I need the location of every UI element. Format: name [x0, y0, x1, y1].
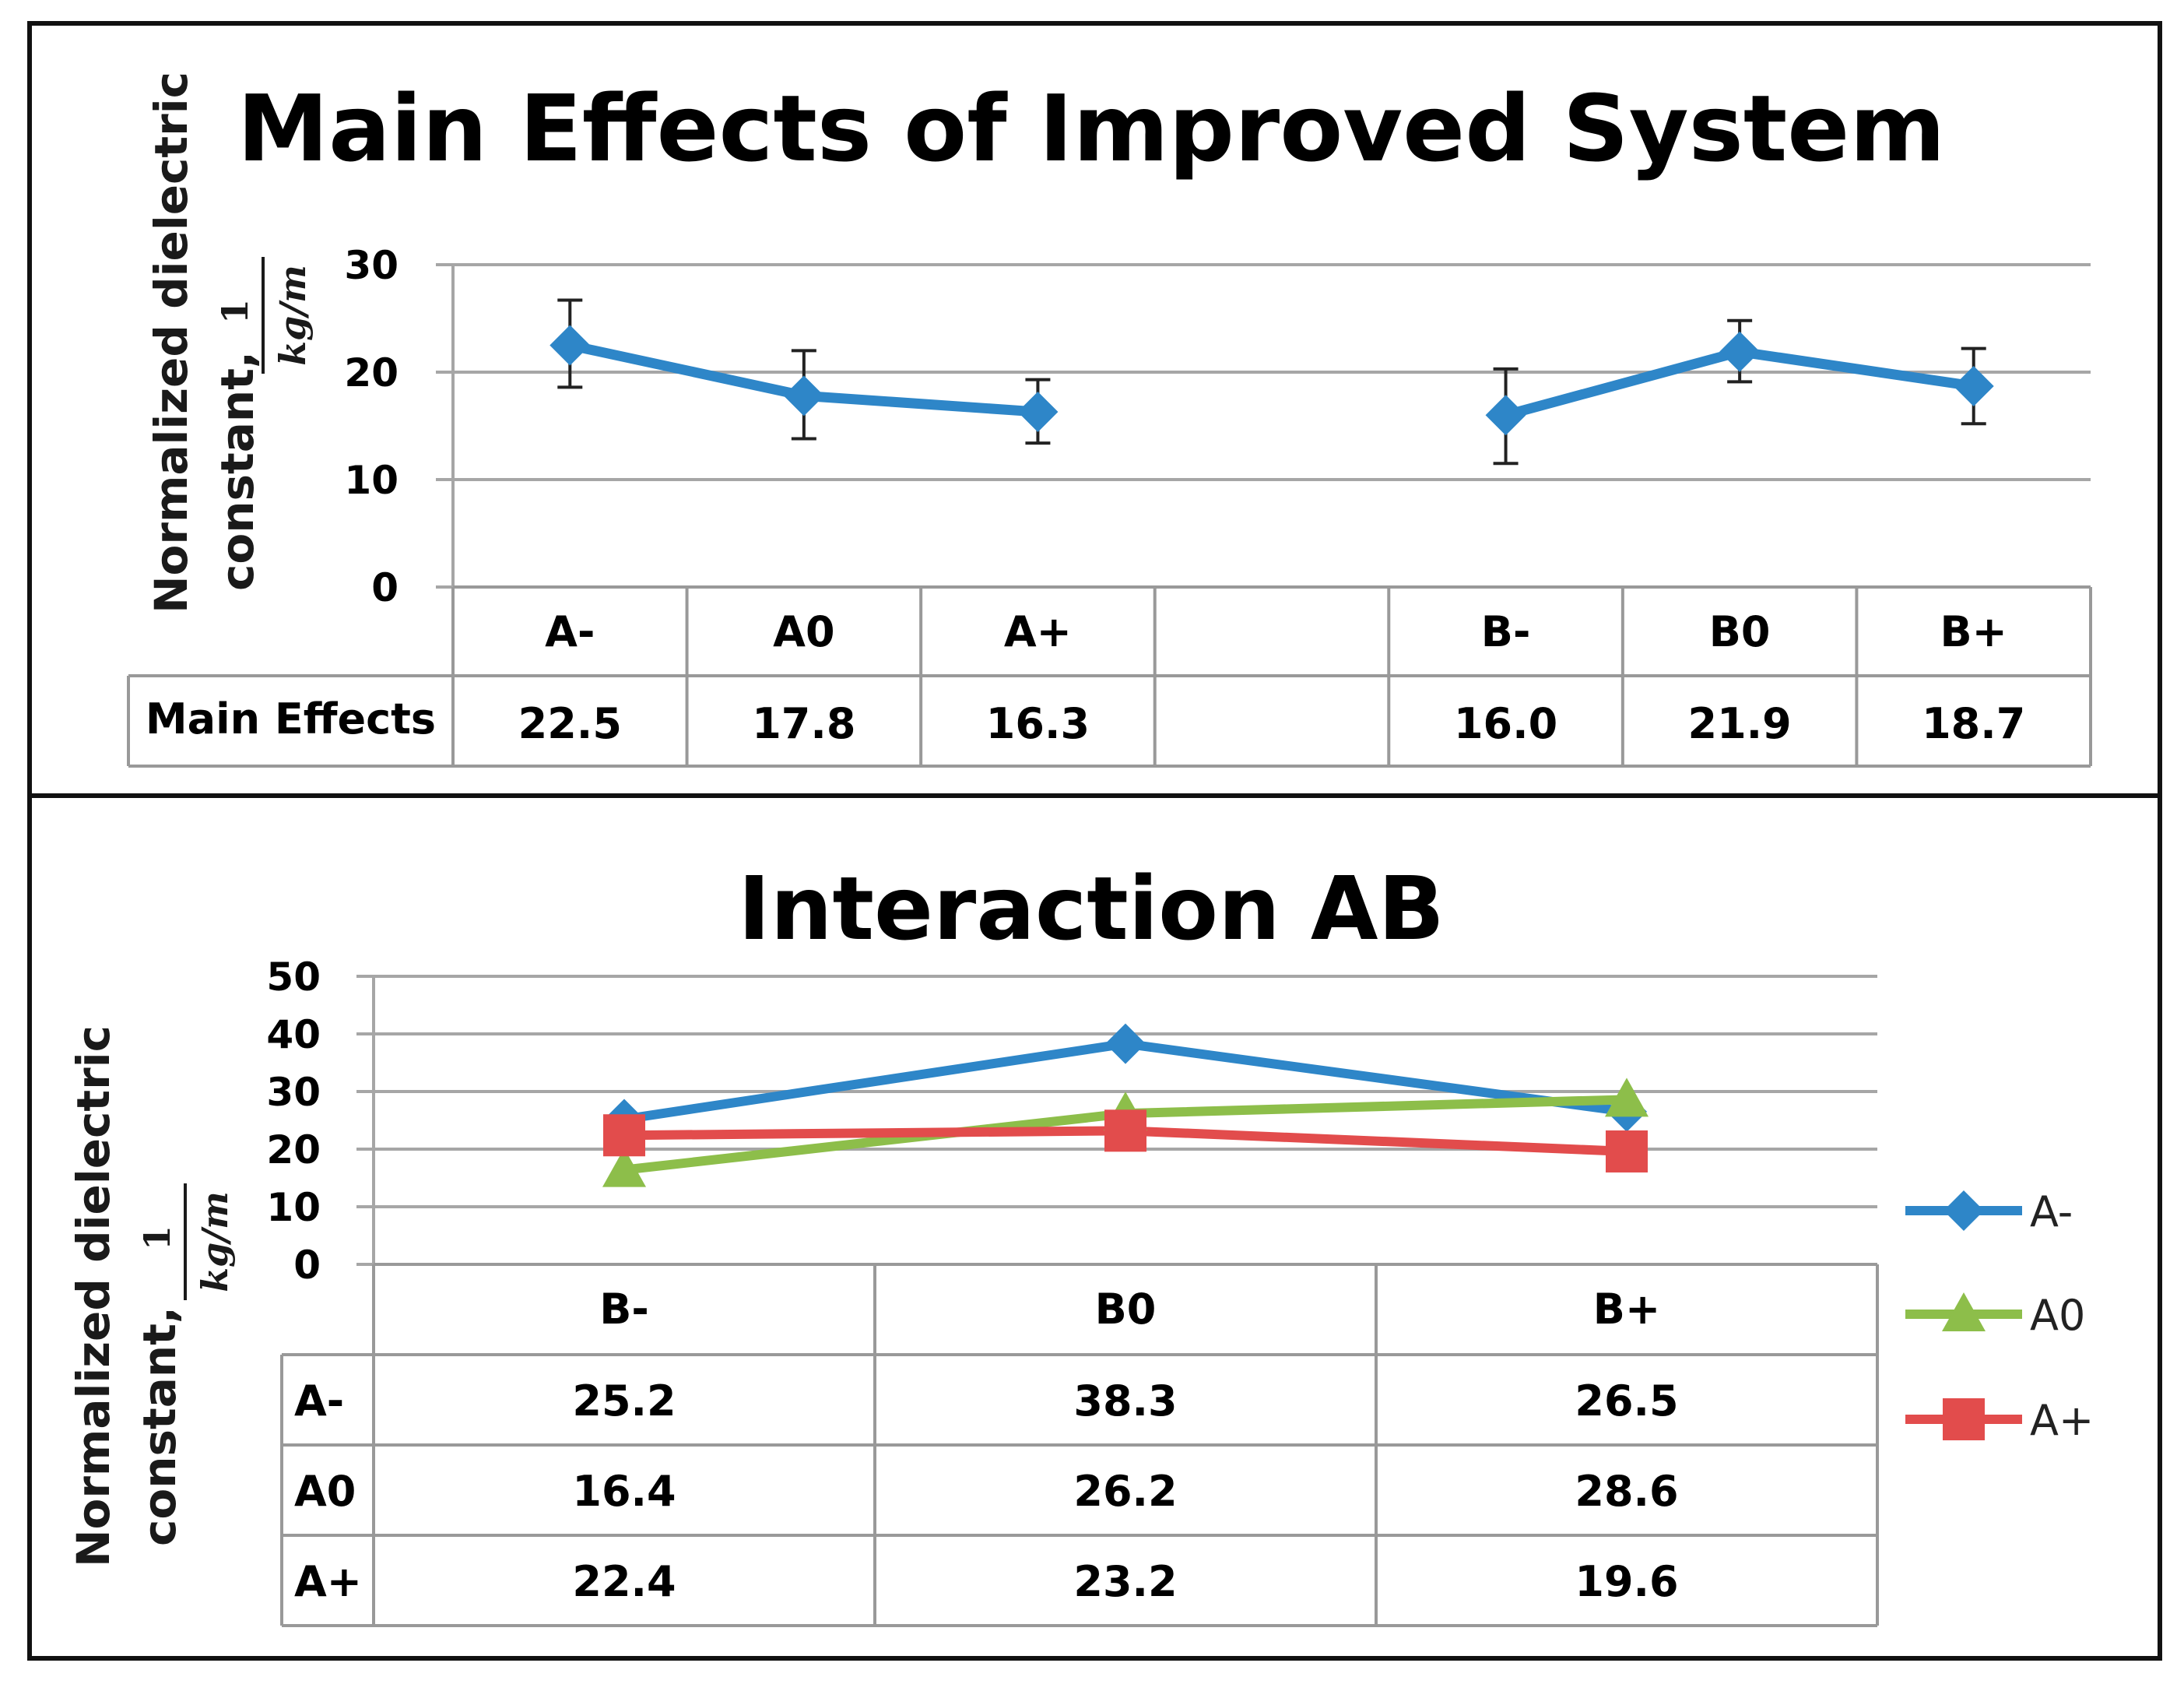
legend-marker	[1942, 1292, 1986, 1331]
data-point	[1953, 365, 1994, 406]
y-label-line1: Normalized dielectric	[145, 72, 198, 613]
y-tick-label: 30	[266, 1070, 321, 1115]
data-label: 28.6	[1575, 1467, 1678, 1516]
data-point	[1017, 392, 1059, 433]
data-label: 21.9	[1688, 699, 1792, 748]
y-tick-label: 10	[266, 1185, 321, 1230]
data-label: 19.6	[1575, 1557, 1678, 1606]
row-label: A-	[294, 1376, 344, 1426]
data-label: 17.8	[752, 699, 855, 748]
interaction-title: Interaction AB	[738, 859, 1445, 960]
data-point	[1485, 395, 1526, 436]
y-label-line2: constant,	[211, 351, 264, 591]
category-label: B-	[599, 1285, 649, 1334]
legend-label: A+	[2030, 1396, 2094, 1445]
y-tick-label: 50	[266, 955, 321, 1000]
data-label: 26.5	[1575, 1376, 1678, 1426]
y-tick-label: 0	[293, 1243, 321, 1288]
y-tick-label: 30	[344, 243, 399, 288]
y-label-line2: constant,	[133, 1306, 186, 1546]
data-label: 16.4	[572, 1467, 676, 1516]
data-point	[550, 325, 591, 366]
y-unit-denominator: kg/m	[272, 265, 314, 366]
main-effects-y-label: Normalized dielectric constant, 1 kg/m	[145, 72, 314, 613]
y-label-line1: Normalized dielectric	[67, 1025, 120, 1567]
main-effects-gridlines	[436, 263, 2091, 589]
y-unit-numerator: 1	[214, 299, 256, 324]
category-label: B+	[1593, 1285, 1660, 1334]
main-effects-series	[550, 298, 1994, 466]
y-tick-label: 10	[344, 458, 399, 503]
legend-label: A0	[2030, 1291, 2085, 1340]
data-point	[1104, 1109, 1146, 1152]
y-tick-label: 40	[266, 1012, 321, 1057]
data-label: 25.2	[572, 1376, 676, 1426]
data-point	[783, 375, 824, 417]
data-point	[1719, 331, 1761, 372]
y-unit-numerator: 1	[136, 1225, 178, 1250]
interaction-legend: A- A0 A+	[1905, 1187, 2094, 1445]
interaction-y-ticks: 0 10 20 30 40 50	[266, 955, 321, 1288]
legend-label: A-	[2030, 1187, 2073, 1236]
category-label: B+	[1940, 607, 2007, 656]
interaction-panel: Interaction AB Normalized dielectric con…	[67, 859, 2094, 1627]
data-label: 26.2	[1073, 1467, 1177, 1516]
category-label: B-	[1481, 607, 1531, 656]
data-point	[603, 1114, 645, 1157]
interaction-series	[602, 1023, 1649, 1187]
y-tick-label: 0	[371, 565, 399, 610]
category-label: B0	[1709, 607, 1771, 656]
y-unit-denominator: kg/m	[194, 1191, 236, 1292]
y-tick-label: 20	[266, 1127, 321, 1172]
figure-border	[27, 21, 2162, 1661]
data-label: 16.0	[1454, 699, 1557, 748]
row-label: Main Effects	[146, 694, 436, 744]
legend-marker	[1943, 1398, 1985, 1440]
data-label: 16.3	[986, 699, 1090, 748]
legend-marker	[1943, 1190, 1984, 1231]
data-point	[1606, 1130, 1648, 1172]
interaction-y-label: Normalized dielectric constant, 1 kg/m	[67, 1025, 236, 1567]
data-point	[602, 1148, 646, 1187]
row-label: A+	[294, 1557, 362, 1606]
main-effects-panel: Main Effects of Improved System Normaliz…	[127, 72, 2092, 768]
category-label: A+	[1004, 607, 1072, 656]
category-label: B0	[1095, 1285, 1157, 1334]
main-effects-y-ticks: 0 10 20 30	[344, 243, 399, 610]
row-label: A0	[294, 1467, 356, 1516]
data-label: 23.2	[1073, 1557, 1177, 1606]
category-label: A-	[545, 607, 595, 656]
main-effects-data-table: Main Effects A- 22.5 A0 17.8 A+ 16.3 B- 16.0 B0 21…	[127, 585, 2092, 768]
data-point	[1605, 1078, 1649, 1117]
category-label: A0	[773, 607, 834, 656]
interaction-data-table: B- B0 B+ A- 25.2 38.3 26.5 A0 16.4 26.2 28.6 A+ 22.4…	[280, 1263, 1879, 1627]
data-label: 18.7	[1922, 699, 2025, 748]
data-point	[1105, 1023, 1146, 1064]
y-tick-label: 20	[344, 350, 399, 396]
data-label: 22.4	[572, 1557, 676, 1606]
main-effects-title: Main Effects of Improved System	[237, 75, 1946, 182]
data-label: 38.3	[1073, 1376, 1177, 1426]
data-label: 22.5	[518, 699, 622, 748]
